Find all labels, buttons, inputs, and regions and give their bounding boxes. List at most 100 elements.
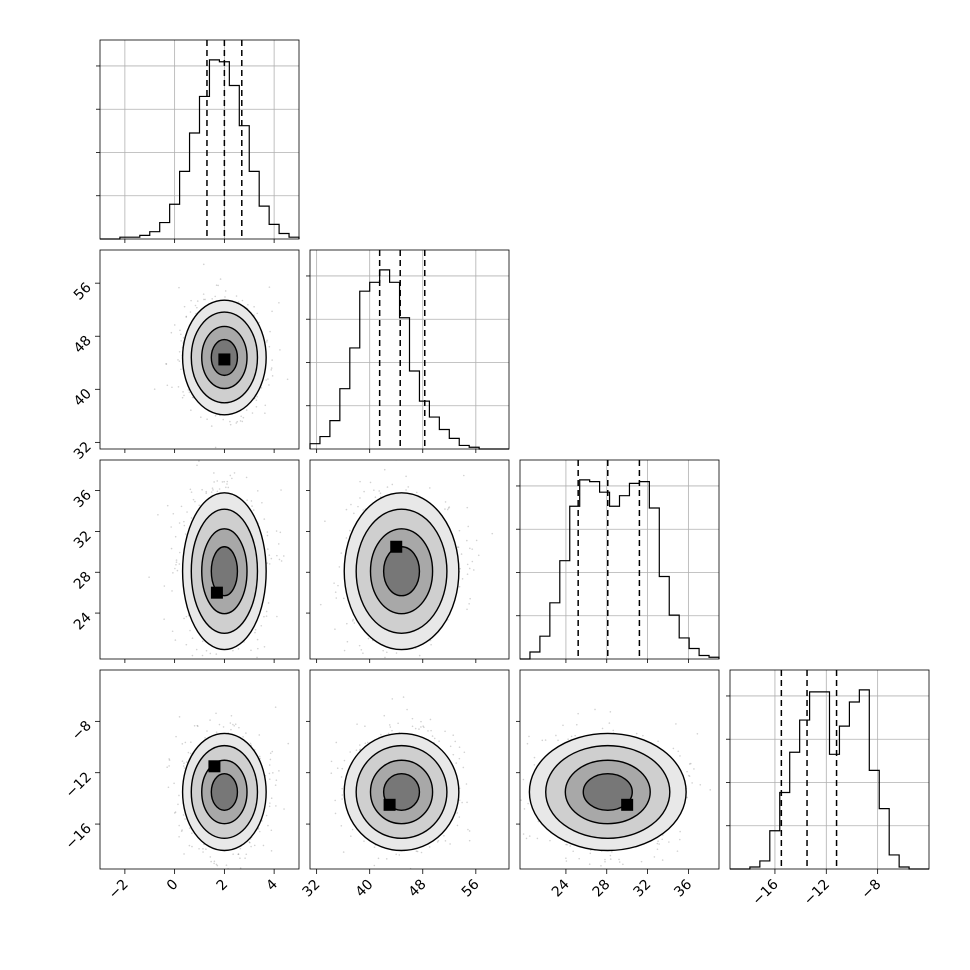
- scatter-point: [420, 720, 422, 723]
- scatter-point: [403, 455, 405, 457]
- scatter-point: [235, 295, 238, 297]
- scatter-point: [438, 740, 440, 743]
- scatter-point: [245, 853, 248, 856]
- peak-bin: [210, 586, 223, 599]
- panel-background: [520, 460, 719, 659]
- scatter-point: [468, 602, 470, 605]
- scatter-point: [209, 856, 212, 858]
- scatter-point: [178, 522, 181, 524]
- scatter-point: [202, 263, 205, 266]
- scatter-point: [411, 717, 414, 720]
- scatter-point: [215, 731, 218, 733]
- scatter-point: [189, 488, 192, 491]
- contour-level: [382, 546, 421, 597]
- scatter-point: [180, 368, 182, 371]
- scatter-point: [178, 836, 180, 838]
- scatter-point: [261, 501, 263, 504]
- scatter-point: [240, 415, 242, 418]
- scatter-point: [387, 664, 389, 666]
- scatter-point: [270, 850, 273, 852]
- scatter-point: [216, 864, 219, 867]
- scatter-point: [250, 649, 252, 652]
- scatter-point: [246, 668, 248, 670]
- panel-frame: [309, 459, 510, 660]
- scatter-point: [184, 533, 187, 535]
- scatter-point: [334, 591, 337, 593]
- scatter-point: [549, 839, 551, 842]
- scatter-point: [245, 732, 247, 734]
- scatter-point: [416, 850, 419, 853]
- scatter-point: [367, 637, 370, 640]
- scatter-point: [256, 395, 258, 398]
- scatter-point: [353, 512, 355, 515]
- scatter-point: [183, 520, 185, 523]
- scatter-point: [429, 487, 431, 489]
- scatter-point: [466, 801, 468, 804]
- scatter-point: [429, 718, 432, 721]
- scatter-point: [172, 572, 174, 574]
- scatter-point: [270, 829, 273, 832]
- scatter-point: [334, 812, 337, 815]
- scatter-point: [465, 783, 468, 785]
- scatter-point: [460, 553, 463, 555]
- scatter-point: [266, 562, 269, 564]
- scatter-point: [686, 796, 688, 799]
- scatter-point: [282, 555, 285, 557]
- scatter-point: [246, 499, 248, 501]
- scatter-point: [232, 853, 234, 855]
- scatter-point: [223, 480, 225, 483]
- scatter-point: [198, 460, 200, 462]
- scatter-point: [216, 490, 219, 493]
- scatter-point: [380, 733, 382, 736]
- scatter-point: [330, 760, 333, 763]
- panel-frame: [309, 669, 510, 870]
- scatter-point: [185, 316, 188, 318]
- scatter-point: [210, 491, 213, 493]
- scatter-point: [227, 486, 230, 489]
- scatter-point: [258, 734, 261, 736]
- scatter-point: [520, 799, 522, 802]
- scatter-point: [471, 560, 474, 563]
- scatter-point: [237, 853, 240, 855]
- scatter-point: [272, 772, 274, 774]
- scatter-point: [200, 416, 202, 418]
- scatter-point: [283, 808, 285, 810]
- scatter-point: [180, 340, 182, 342]
- scatter-panel-0-2: [99, 459, 300, 670]
- scatter-point: [212, 489, 214, 491]
- scatter-point: [254, 628, 257, 631]
- scatter-point: [335, 597, 338, 599]
- scatter-point: [286, 378, 289, 381]
- scatter-point: [258, 755, 261, 758]
- scatter-point: [444, 508, 446, 510]
- scatter-point: [247, 303, 249, 306]
- peak-bin: [218, 353, 231, 366]
- scatter-point: [257, 647, 259, 650]
- scatter-point: [183, 305, 186, 308]
- scatter-point: [456, 546, 459, 548]
- scatter-point: [341, 767, 344, 770]
- scatter-point: [238, 726, 240, 729]
- scatter-point: [183, 617, 185, 620]
- scatter-point: [693, 768, 695, 770]
- scatter-point: [357, 505, 359, 508]
- scatter-point: [242, 736, 244, 738]
- scatter-point: [174, 639, 177, 641]
- scatter-point: [224, 296, 226, 298]
- scatter-point: [232, 649, 234, 652]
- scatter-point: [163, 618, 165, 620]
- scatter-point: [183, 762, 185, 764]
- scatter-point: [239, 867, 242, 869]
- scatter-point: [280, 560, 283, 562]
- scatter-point: [188, 844, 191, 847]
- scatter-point: [170, 526, 172, 528]
- scatter-point: [382, 649, 384, 652]
- scatter-point: [456, 824, 459, 827]
- scatter-point: [340, 552, 343, 554]
- scatter-point: [189, 311, 192, 313]
- scatter-point: [466, 573, 469, 575]
- scatter-point: [468, 830, 471, 832]
- panel-frame: [729, 669, 930, 870]
- peak-bin: [208, 760, 221, 773]
- scatter-point: [182, 391, 184, 393]
